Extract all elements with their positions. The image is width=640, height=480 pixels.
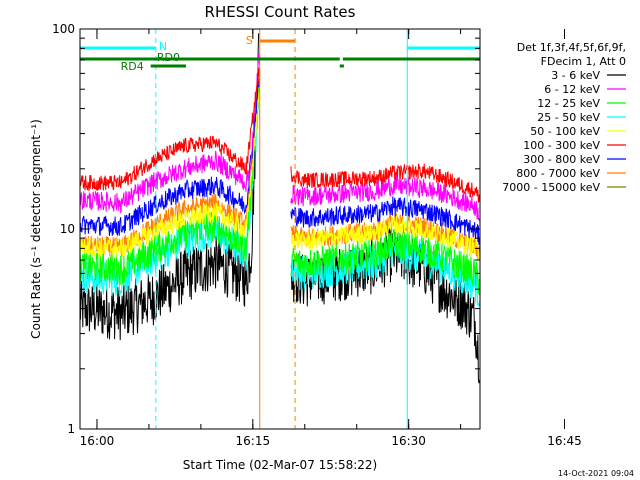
legend-label-6: 300 - 800 keV bbox=[523, 153, 600, 166]
legend-label-2: 12 - 25 keV bbox=[537, 97, 600, 110]
legend-label-1: 6 - 12 keV bbox=[544, 83, 600, 96]
status-bar-label-1: S bbox=[246, 34, 253, 47]
series-100-300keV-line-0 bbox=[79, 67, 260, 191]
series-6-12keV-line-1 bbox=[290, 175, 481, 222]
legend: Det 1f,3f,4f,5f,6f,9f,FDecim 1, Att 03 -… bbox=[502, 41, 626, 194]
x-tick-label-2: 16:30 bbox=[391, 434, 426, 448]
legend-label-5: 100 - 300 keV bbox=[523, 139, 600, 152]
legend-header-0: Det 1f,3f,4f,5f,6f,9f, bbox=[517, 41, 626, 54]
status-bar-label-0: N bbox=[159, 40, 167, 53]
axes-layer: 16:0016:1516:3016:4517:0017:1517:3011010… bbox=[52, 22, 582, 448]
legend-label-3: 25 - 50 keV bbox=[537, 111, 600, 124]
status-bar-label-3: RD0 bbox=[157, 51, 180, 64]
series-6-12keV-line-0 bbox=[79, 53, 260, 214]
series-100-300keV-line-1 bbox=[290, 163, 481, 203]
x-tick-label-3: 16:45 bbox=[547, 434, 582, 448]
x-tick-label-1: 16:15 bbox=[236, 434, 271, 448]
x-axis-label: Start Time (02-Mar-07 15:58:22) bbox=[183, 458, 377, 472]
y-tick-label-1: 10 bbox=[60, 222, 75, 236]
series-50-100keV-line-1 bbox=[290, 215, 481, 263]
legend-label-4: 50 - 100 keV bbox=[530, 125, 600, 138]
status-bar-label-2: RD4 bbox=[121, 60, 144, 73]
y-tick-label-2: 100 bbox=[52, 22, 75, 36]
chart-title: RHESSI Count Rates bbox=[205, 3, 356, 21]
footer-timestamp: 14-Oct-2021 09:04 bbox=[558, 469, 634, 478]
legend-header-1: FDecim 1, Att 0 bbox=[541, 55, 626, 68]
y-tick-label-0: 1 bbox=[67, 422, 75, 436]
series-300-800keV-line-1 bbox=[290, 196, 481, 245]
series-50-100keV-line-0 bbox=[79, 92, 260, 258]
series-300-800keV-line-0 bbox=[79, 78, 260, 237]
x-tick-label-0: 16:00 bbox=[80, 434, 115, 448]
legend-label-7: 800 - 7000 keV bbox=[516, 167, 600, 180]
series-12-25keV-line-0 bbox=[79, 78, 260, 286]
series-12-25keV-line-1 bbox=[290, 227, 481, 296]
plot-data-layer bbox=[79, 33, 481, 384]
legend-label-0: 3 - 6 keV bbox=[551, 69, 600, 82]
y-axis-label: Count Rate (s⁻¹ detector segment⁻¹) bbox=[29, 119, 43, 339]
legend-label-8: 7000 - 15000 keV bbox=[502, 181, 600, 194]
series-3-6keV-line-0 bbox=[79, 33, 260, 341]
